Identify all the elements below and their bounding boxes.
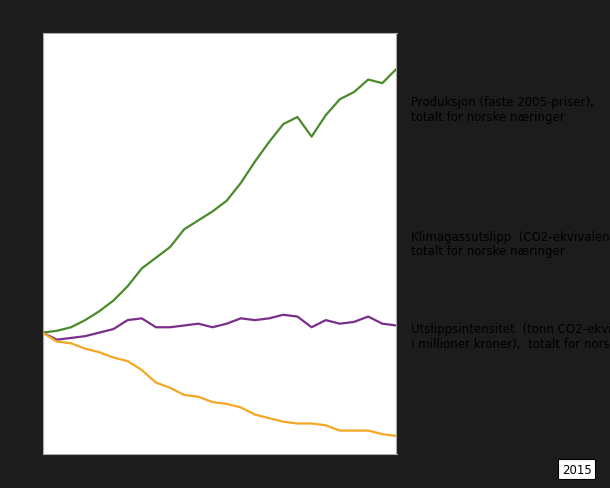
Text: Klimagassutslipp  (CO2-ekvivalenter),
totalt for norske næringer: Klimagassutslipp (CO2-ekvivalenter), tot… [411,230,610,258]
Text: Produksjon (faste 2005-priser),
totalt for norske næringer: Produksjon (faste 2005-priser), totalt f… [411,96,594,123]
Text: Utslippsintensitet  (tonn CO2-ekvivalenter/produksjon
i millioner kroner),  tota: Utslippsintensitet (tonn CO2-ekvivalente… [411,323,610,350]
Text: 2015: 2015 [562,463,592,476]
